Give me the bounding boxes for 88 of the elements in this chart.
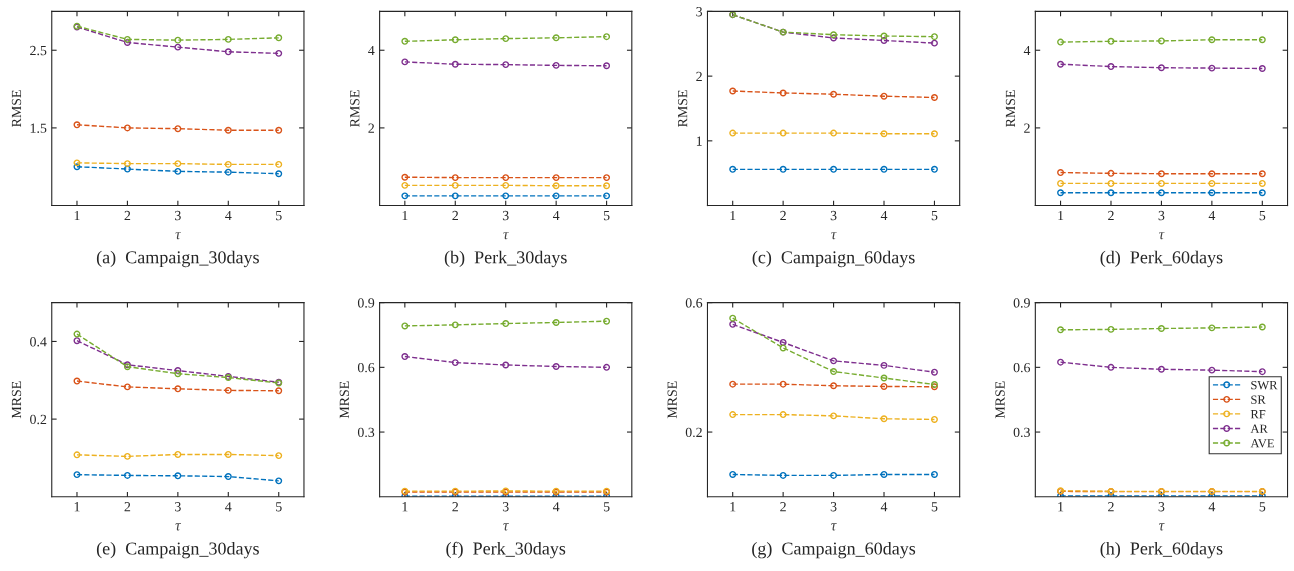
y-tick-label: 2.5 — [30, 45, 47, 56]
x-axis-title: τ — [175, 523, 182, 531]
x-tick-label: 3 — [175, 502, 181, 512]
x-tick-label: 4 — [1208, 502, 1216, 512]
y-tick-label: 0.6 — [685, 298, 703, 308]
x-tick-label: 3 — [830, 210, 837, 221]
x-tick-label: 1 — [402, 502, 408, 512]
x-tick-label: 3 — [502, 210, 509, 221]
x-tick-label: 4 — [552, 210, 560, 221]
y-tick-label: 0.6 — [357, 362, 375, 373]
y-tick-label: 2 — [1024, 123, 1030, 133]
x-tick-label: 5 — [276, 210, 282, 221]
x-axis-title: τ — [1159, 232, 1165, 240]
x-tick-label: 3 — [1158, 502, 1165, 512]
x-tick-label: 2 — [124, 210, 131, 221]
legend-label: RF — [1250, 410, 1266, 419]
x-tick-label: 5 — [276, 502, 282, 512]
x-axis-title: τ — [1159, 523, 1165, 531]
text: (b) Perk_30days — [444, 250, 567, 268]
y-tick-label: 0.2 — [685, 427, 702, 438]
x-tick-label: 5 — [931, 210, 938, 221]
y-tick-label: 0.3 — [357, 427, 375, 438]
x-tick-label: 2 — [452, 502, 458, 512]
y-axis-title: RMSE — [350, 90, 360, 127]
text: (e) Campaign_30days — [96, 541, 259, 559]
y-tick-label: 4 — [1023, 45, 1031, 56]
x-tick-label: 2 — [124, 502, 131, 512]
x-tick-label: 4 — [880, 210, 888, 221]
legend-label: AR — [1250, 424, 1268, 433]
x-tick-label: 4 — [1208, 210, 1216, 221]
x-tick-label: 3 — [830, 502, 837, 512]
y-axis-title: MRSE — [995, 381, 1005, 419]
x-axis-title: τ — [831, 523, 837, 531]
text: (g) Campaign_60days — [752, 541, 916, 559]
legend-label: AVE — [1250, 439, 1274, 448]
y-tick-label: 0.9 — [1013, 298, 1030, 308]
x-axis-title: τ — [175, 232, 182, 240]
y-axis-title: RMSE — [11, 90, 22, 127]
x-tick-label: 5 — [1259, 210, 1266, 221]
x-tick-label: 1 — [74, 210, 80, 221]
x-axis-title: τ — [503, 523, 509, 531]
y-tick-label: 0.4 — [30, 337, 47, 347]
x-tick-label: 1 — [402, 210, 408, 221]
x-tick-label: 2 — [780, 502, 786, 512]
x-tick-label: 5 — [603, 210, 610, 221]
y-axis-title: RMSE — [677, 90, 688, 127]
text: (d) Perk_60days — [1100, 250, 1223, 268]
y-axis-title: MRSE — [339, 381, 350, 419]
x-tick-label: 4 — [225, 210, 232, 221]
text: (c) Campaign_60days — [752, 250, 915, 268]
y-axis-title: RMSE — [1005, 90, 1016, 127]
x-tick-label: 1 — [1058, 210, 1064, 221]
y-axis-title: MRSE — [11, 381, 22, 419]
y-tick-label: 4 — [368, 45, 375, 56]
y-tick-label: 2 — [368, 123, 374, 133]
y-tick-label: 0.3 — [1013, 427, 1030, 438]
y-tick-label: 3 — [696, 7, 703, 17]
x-tick-label: 5 — [1259, 502, 1266, 512]
y-tick-label: 2 — [696, 71, 702, 81]
x-tick-label: 4 — [552, 502, 560, 512]
x-tick-label: 1 — [1058, 502, 1064, 512]
x-tick-label: 4 — [880, 502, 888, 512]
x-tick-label: 3 — [502, 502, 509, 512]
x-axis-title: τ — [503, 232, 509, 240]
text: (f) Perk_30days — [446, 541, 566, 559]
x-tick-label: 4 — [225, 502, 232, 512]
y-tick-label: 0.2 — [30, 414, 47, 425]
x-tick-label: 5 — [931, 502, 938, 512]
text: (h) Perk_60days — [1100, 541, 1223, 559]
legend-label: SWR — [1251, 380, 1278, 390]
x-tick-label: 1 — [730, 502, 736, 512]
x-tick-label: 3 — [175, 210, 181, 221]
x-tick-label: 1 — [74, 502, 80, 512]
y-axis-title: MRSE — [667, 381, 677, 419]
x-tick-label: 5 — [603, 502, 610, 512]
x-tick-label: 2 — [1108, 210, 1114, 221]
x-tick-label: 2 — [1108, 502, 1114, 512]
text: (a) Campaign_30days — [96, 250, 259, 268]
legend-label: SR — [1251, 395, 1266, 404]
y-tick-label: 1.5 — [30, 123, 47, 133]
y-tick-label: 0.6 — [1013, 362, 1031, 373]
x-tick-label: 2 — [780, 210, 786, 221]
x-tick-label: 3 — [1158, 210, 1165, 221]
x-tick-label: 1 — [730, 210, 736, 221]
x-tick-label: 2 — [452, 210, 458, 221]
x-axis-title: τ — [831, 232, 837, 240]
y-tick-label: 0.9 — [357, 298, 375, 308]
y-tick-label: 1 — [696, 136, 702, 146]
